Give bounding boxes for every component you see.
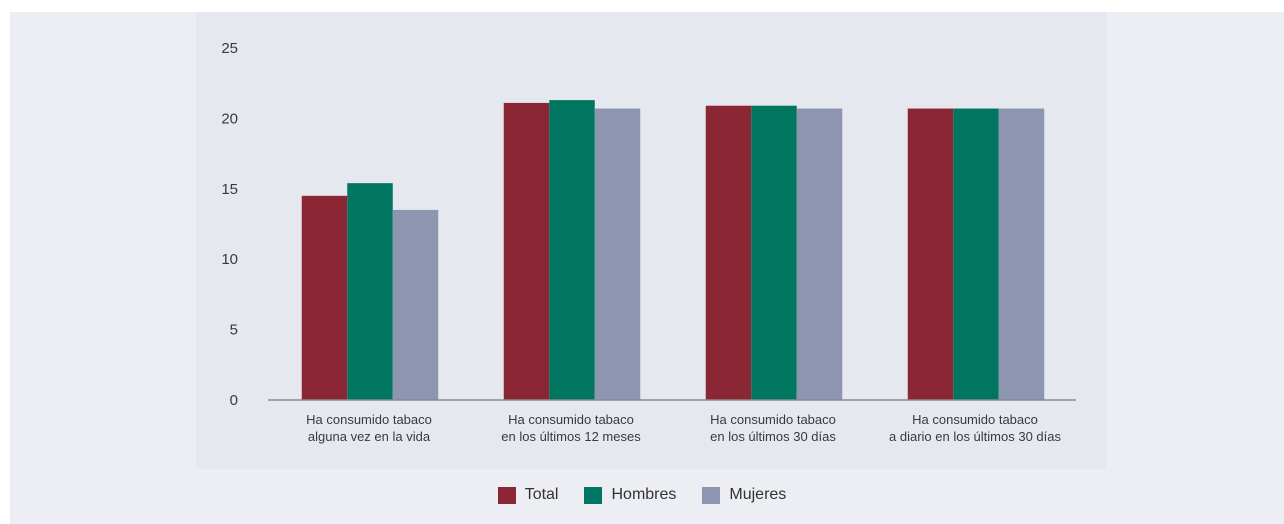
bar-hombres: [953, 108, 999, 400]
bar-total: [503, 102, 550, 401]
y-tick-label: 10: [221, 251, 238, 268]
legend-item-mujeres: Mujeres: [702, 486, 786, 504]
bar-mujeres: [594, 108, 641, 400]
y-tick-label: 20: [221, 110, 238, 127]
bar-total: [705, 105, 752, 400]
x-category-label: a diario en los últimos 30 días: [889, 429, 1061, 444]
x-category-label: Ha consumido tabaco: [306, 412, 432, 427]
x-category-label: Ha consumido tabaco: [508, 412, 634, 427]
legend: Total Hombres Mujeres: [0, 486, 1284, 504]
bar-mujeres: [998, 108, 1045, 400]
y-tick-label: 5: [230, 322, 238, 339]
bar-mujeres: [392, 209, 439, 400]
x-category-label: en los últimos 12 meses: [501, 429, 641, 444]
x-category-label: Ha consumido tabaco: [912, 412, 1038, 427]
y-tick-label: 15: [221, 181, 238, 198]
bar-hombres: [549, 100, 595, 400]
y-tick-label: 25: [221, 40, 238, 57]
legend-swatch-mujeres: [702, 486, 721, 504]
bar-total: [907, 108, 954, 400]
bar-total: [301, 195, 348, 400]
y-tick-label: 0: [230, 392, 238, 409]
legend-label-hombres: Hombres: [611, 486, 677, 503]
legend-item-hombres: Hombres: [584, 486, 676, 504]
legend-swatch-hombres: [584, 486, 603, 504]
x-category-label: en los últimos 30 días: [710, 429, 836, 444]
x-category-label: alguna vez en la vida: [308, 429, 431, 444]
legend-label-mujeres: Mujeres: [729, 486, 787, 503]
bar-mujeres: [796, 108, 843, 400]
bar-hombres: [751, 105, 797, 400]
x-category-label: Ha consumido tabaco: [710, 412, 836, 427]
legend-item-total: Total: [497, 486, 559, 504]
bar-hombres: [347, 183, 393, 400]
legend-swatch-total: [497, 486, 516, 504]
legend-label-total: Total: [524, 486, 559, 503]
